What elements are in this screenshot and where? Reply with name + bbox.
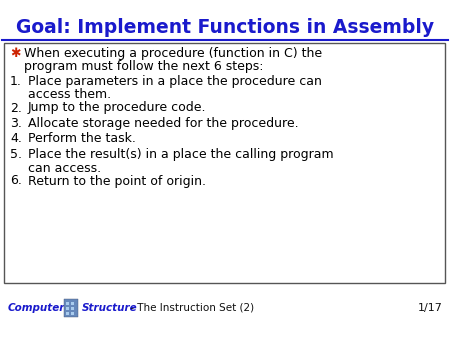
Bar (71, 307, 74, 310)
Text: Structure: Structure (82, 303, 138, 313)
Text: When executing a procedure (function in C) the: When executing a procedure (function in … (24, 47, 322, 60)
Text: program must follow the next 6 steps:: program must follow the next 6 steps: (24, 60, 264, 73)
Text: Return to the point of origin.: Return to the point of origin. (28, 174, 206, 188)
Bar (66, 307, 69, 310)
Text: 6.: 6. (10, 174, 22, 188)
Text: 2.: 2. (10, 101, 22, 115)
Text: Perform the task.: Perform the task. (28, 132, 136, 145)
Text: ✱: ✱ (10, 47, 21, 60)
Text: 1.: 1. (10, 75, 22, 88)
Text: 1/17: 1/17 (418, 303, 443, 313)
Bar (71, 312, 74, 315)
Text: can access.: can access. (28, 162, 101, 174)
Text: 4.: 4. (10, 132, 22, 145)
Bar (64, 299, 78, 317)
Text: 5.: 5. (10, 148, 22, 161)
Text: Jump to the procedure code.: Jump to the procedure code. (28, 101, 207, 115)
Text: Place the result(s) in a place the calling program: Place the result(s) in a place the calli… (28, 148, 333, 161)
Text: Allocate storage needed for the procedure.: Allocate storage needed for the procedur… (28, 117, 299, 130)
Bar (66, 302, 69, 305)
FancyBboxPatch shape (4, 43, 445, 283)
Bar (66, 312, 69, 315)
Bar (71, 302, 74, 305)
Text: 3.: 3. (10, 117, 22, 130)
Text: Computer: Computer (8, 303, 65, 313)
Text: Goal: Implement Functions in Assembly: Goal: Implement Functions in Assembly (16, 18, 434, 37)
Text: Place parameters in a place the procedure can: Place parameters in a place the procedur… (28, 75, 322, 88)
Text: access them.: access them. (28, 89, 111, 101)
Text: - The Instruction Set (2): - The Instruction Set (2) (127, 303, 254, 313)
